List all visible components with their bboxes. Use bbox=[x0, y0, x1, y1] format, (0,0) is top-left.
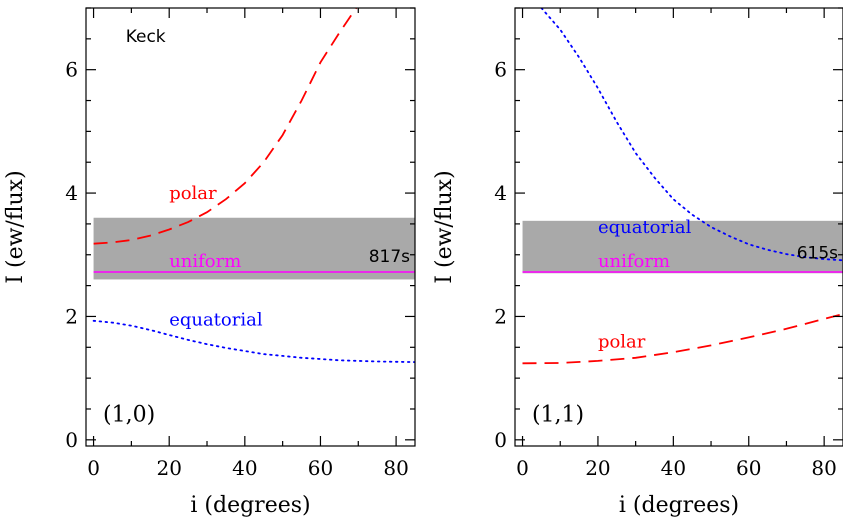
x-tick-label: 0 bbox=[87, 456, 100, 480]
x-tick-label: 0 bbox=[516, 456, 529, 480]
x-tick-label: 60 bbox=[308, 456, 333, 480]
x-axis-title: i (degrees) bbox=[619, 493, 739, 518]
telescope-label: Keck bbox=[126, 27, 166, 47]
plot-frame bbox=[85, 7, 416, 447]
series-label-uniform: uniform bbox=[598, 251, 670, 272]
y-axis-title: I (ew/flux) bbox=[432, 170, 457, 283]
series-label-equatorial: equatorial bbox=[169, 310, 263, 331]
x-tick-label: 40 bbox=[232, 456, 257, 480]
series-label-polar: polar bbox=[598, 331, 646, 352]
series-label-equatorial: equatorial bbox=[598, 217, 692, 238]
y-tick-label: 6 bbox=[494, 58, 507, 82]
panel-label: (1,0) bbox=[103, 402, 155, 427]
chart-panel-1: 817s polar uniform equatorial 0 20 40 60 80 0 2 4 6 i… bbox=[3, 7, 416, 518]
x-tick-label: 40 bbox=[661, 456, 686, 480]
y-axis-title: I (ew/flux) bbox=[3, 170, 28, 283]
band-label: 615s bbox=[797, 244, 838, 264]
plot-area bbox=[522, 8, 843, 365]
y-tick-label: 2 bbox=[65, 304, 78, 328]
y-tick-label: 0 bbox=[65, 428, 78, 452]
y-tick-label: 4 bbox=[494, 181, 507, 205]
x-axis-title: i (degrees) bbox=[190, 493, 310, 518]
panel-label: (1,1) bbox=[532, 402, 584, 427]
plot-area bbox=[92, 8, 415, 363]
series-equatorial-line bbox=[540, 8, 843, 262]
x-tick-label: 20 bbox=[156, 456, 181, 480]
x-tick-label: 20 bbox=[585, 456, 610, 480]
y-tick-label: 6 bbox=[65, 58, 78, 82]
x-tick-label: 80 bbox=[811, 456, 836, 480]
x-tick-label: 60 bbox=[736, 456, 761, 480]
series-label-uniform: uniform bbox=[169, 251, 241, 272]
x-tick-label: 80 bbox=[383, 456, 408, 480]
shaded-band bbox=[522, 220, 843, 274]
series-equatorial-line bbox=[92, 319, 415, 363]
shaded-band bbox=[93, 217, 415, 280]
series-label-polar: polar bbox=[169, 183, 217, 204]
series-polar-line bbox=[522, 313, 843, 365]
y-tick-label: 0 bbox=[494, 428, 507, 452]
series-polar-line bbox=[93, 8, 358, 245]
band-label: 817s bbox=[369, 247, 410, 267]
y-tick-label: 2 bbox=[494, 304, 507, 328]
plot-frame bbox=[514, 7, 843, 447]
chart-panel-2: 615s equatorial uniform polar 0 20 40 60 80 0 2 4 6 i… bbox=[432, 7, 843, 518]
y-tick-label: 4 bbox=[65, 181, 78, 205]
